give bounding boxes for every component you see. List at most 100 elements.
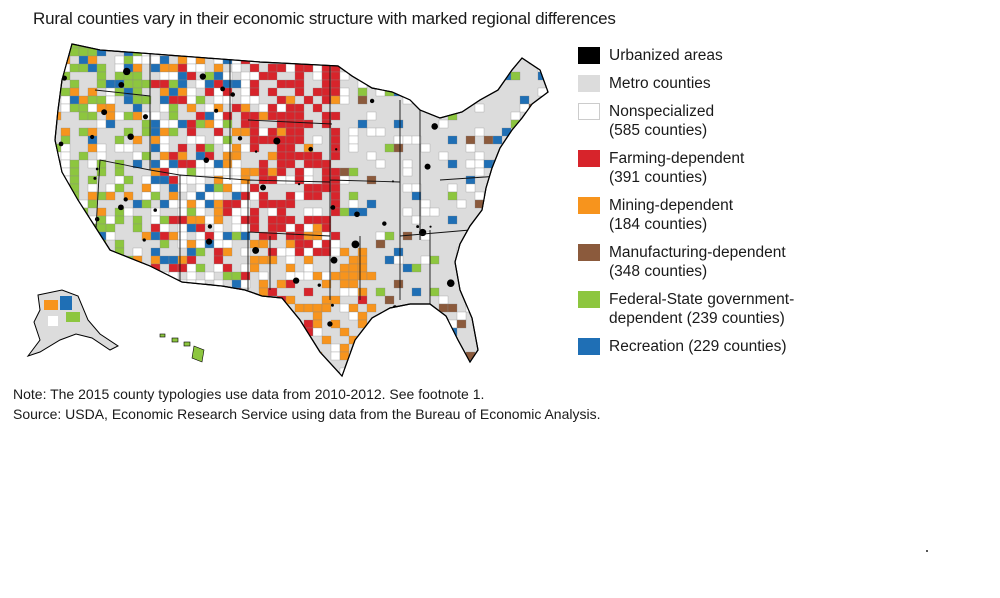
county-cell [339,263,350,273]
county-cell [213,183,224,193]
urbanized-area [118,81,125,88]
county-cell [204,199,215,209]
county-cell [375,63,386,73]
county-cell [159,143,170,153]
county-cell [411,215,422,225]
county-cell [213,239,224,249]
county-cell [168,127,179,137]
county-cell [240,335,251,345]
county-cell [114,111,125,121]
county-cell [249,127,260,137]
county-cell [240,215,251,225]
county-cell [267,287,278,297]
county-cell [195,191,206,201]
county-cell [96,279,107,289]
county-cell [195,247,206,257]
county-cell [267,111,278,121]
urbanized-area [365,328,368,331]
county-cell [330,247,341,257]
county-cell [366,127,377,137]
urbanized-area [292,277,300,284]
county-cell [357,311,368,321]
county-cell [186,327,197,337]
county-cell [276,159,287,169]
county-cell [321,279,332,289]
county-cell [393,319,404,329]
county-cell [402,367,413,376]
county-cell [492,359,503,369]
county-cell [330,343,341,353]
urbanized-area [398,74,406,82]
county-cell [195,375,206,376]
county-cell [537,279,548,289]
county-cell [429,71,440,81]
county-cell [159,44,170,49]
urbanized-area [95,167,99,171]
urbanized-area [199,73,207,80]
county-cell [348,255,359,265]
urbanized-area [485,282,492,288]
county-cell [285,55,296,65]
urbanized-area [94,216,100,222]
county-cell [285,247,296,257]
county-cell [285,103,296,113]
county-cell [195,95,206,105]
county-cell [177,79,188,89]
county-cell [159,151,170,161]
county-cell [393,255,404,265]
county-cell [294,111,305,121]
county-cell [456,319,467,329]
county-cell [78,47,89,57]
county-cell [87,199,98,209]
urbanized-area [273,137,281,145]
county-cell [213,319,224,329]
county-cell [285,143,296,153]
county-cell [168,215,179,225]
note-text: Note: The 2015 county typologies use dat… [13,386,485,402]
county-cell [483,135,494,145]
county-cell [96,63,107,73]
county-cell [150,215,161,225]
county-cell [420,343,431,353]
county-cell [105,367,116,376]
county-cell [69,79,80,89]
county-cell [267,207,278,217]
county-cell [150,63,161,73]
county-cell [267,87,278,97]
county-cell [285,191,296,201]
county-cell [348,367,359,376]
county-cell [204,295,215,305]
county-cell [55,255,62,265]
county-cell [375,239,386,249]
county-cell [177,231,188,241]
county-cell [537,183,548,193]
urbanized-area [184,316,188,321]
county-cell [393,247,404,257]
county-cell [375,231,386,241]
county-cell [123,351,134,361]
county-cell [303,55,314,65]
county-cell [249,183,260,193]
county-cell [402,183,413,193]
county-cell [177,319,188,329]
county-cell [177,359,188,369]
county-cell [528,199,539,209]
county-cell [69,87,80,97]
county-cell [195,159,206,169]
legend-swatch [578,103,600,120]
county-cell [105,44,116,49]
county-cell [240,55,251,65]
county-cell [276,311,287,321]
county-cell [447,215,458,225]
county-cell [375,55,386,65]
county-cell [132,44,143,49]
county-cell [60,103,71,113]
county-cell [195,239,206,249]
county-cell [168,44,179,49]
urbanized-area [123,67,131,76]
county-cell [249,135,260,145]
county-cell [258,159,269,169]
county-cell [348,44,359,49]
county-cell [231,295,242,305]
county-cell [429,55,440,65]
